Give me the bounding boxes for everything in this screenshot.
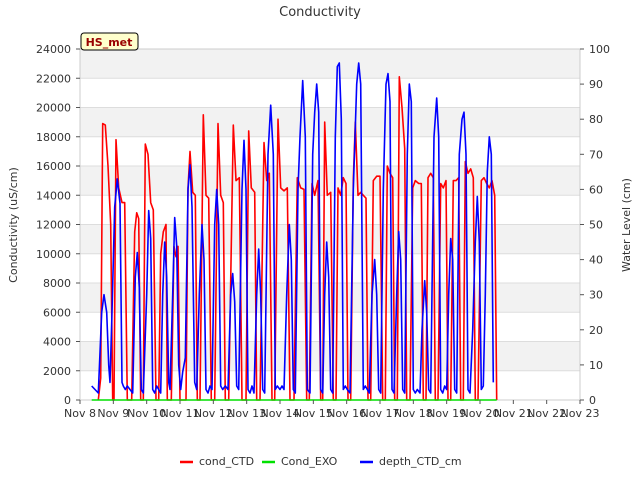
station-annotation-label: HS_met <box>86 36 133 49</box>
grid-band <box>80 107 580 137</box>
y-tick-label: 12000 <box>36 219 71 232</box>
y-tick-label: 0 <box>64 394 71 407</box>
y-tick-label: 8000 <box>43 277 71 290</box>
x-tick-label: Nov 8 <box>64 407 96 420</box>
y-axis-label: Conductivity (uS/cm) <box>7 167 20 283</box>
y2-tick-label: 90 <box>589 78 603 91</box>
x-tick-label: Nov 16 <box>327 407 366 420</box>
y2-tick-label: 20 <box>589 324 603 337</box>
x-tick-label: Nov 21 <box>494 407 533 420</box>
grid-band <box>80 224 580 254</box>
legend-label: depth_CTD_cm <box>379 455 462 468</box>
x-tick-label: Nov 11 <box>161 407 200 420</box>
y2-tick-label: 30 <box>589 289 603 302</box>
x-tick-label: Nov 19 <box>427 407 466 420</box>
y2-tick-label: 40 <box>589 254 603 267</box>
y-tick-label: 14000 <box>36 189 71 202</box>
legend-label: Cond_EXO <box>281 455 338 468</box>
y-tick-label: 24000 <box>36 43 71 56</box>
x-tick-label: Nov 14 <box>261 407 300 420</box>
y2-tick-label: 80 <box>589 113 603 126</box>
x-tick-label: Nov 23 <box>561 407 600 420</box>
y2-tick-label: 60 <box>589 183 603 196</box>
y-tick-label: 6000 <box>43 306 71 319</box>
y-tick-label: 18000 <box>36 131 71 144</box>
y2-tick-label: 10 <box>589 359 603 372</box>
series-line-depth_CTD_cm <box>91 62 495 394</box>
y2-tick-label: 50 <box>589 219 603 232</box>
x-tick-label: Nov 10 <box>127 407 166 420</box>
legend-label: cond_CTD <box>199 455 254 468</box>
chart-legend: cond_CTD Cond_EXO depth_CTD_cm <box>180 455 462 468</box>
y-tick-label: 22000 <box>36 72 71 85</box>
x-tick-label: Nov 17 <box>361 407 400 420</box>
x-tick-label: Nov 15 <box>294 407 333 420</box>
y-tick-label: 16000 <box>36 160 71 173</box>
y2-tick-label: 0 <box>589 394 596 407</box>
y-tick-label: 20000 <box>36 102 71 115</box>
grid-band <box>80 49 580 79</box>
y-tick-label: 10000 <box>36 248 71 261</box>
y-tick-label: 4000 <box>43 336 71 349</box>
y2-tick-label: 100 <box>589 43 610 56</box>
station-annotation: HS_met <box>80 32 139 51</box>
x-tick-label: Nov 22 <box>527 407 566 420</box>
y2-tick-label: 70 <box>589 148 603 161</box>
x-tick-label: Nov 9 <box>97 407 129 420</box>
x-tick-label: Nov 12 <box>194 407 233 420</box>
y-tick-label: 2000 <box>43 365 71 378</box>
x-tick-label: Nov 20 <box>461 407 500 420</box>
y2-axis-label: Water Level (cm) <box>620 178 633 272</box>
chart-title: Conductivity <box>279 5 361 20</box>
grid-band <box>80 166 580 196</box>
x-tick-label: Nov 18 <box>394 407 433 420</box>
x-tick-label: Nov 13 <box>227 407 266 420</box>
